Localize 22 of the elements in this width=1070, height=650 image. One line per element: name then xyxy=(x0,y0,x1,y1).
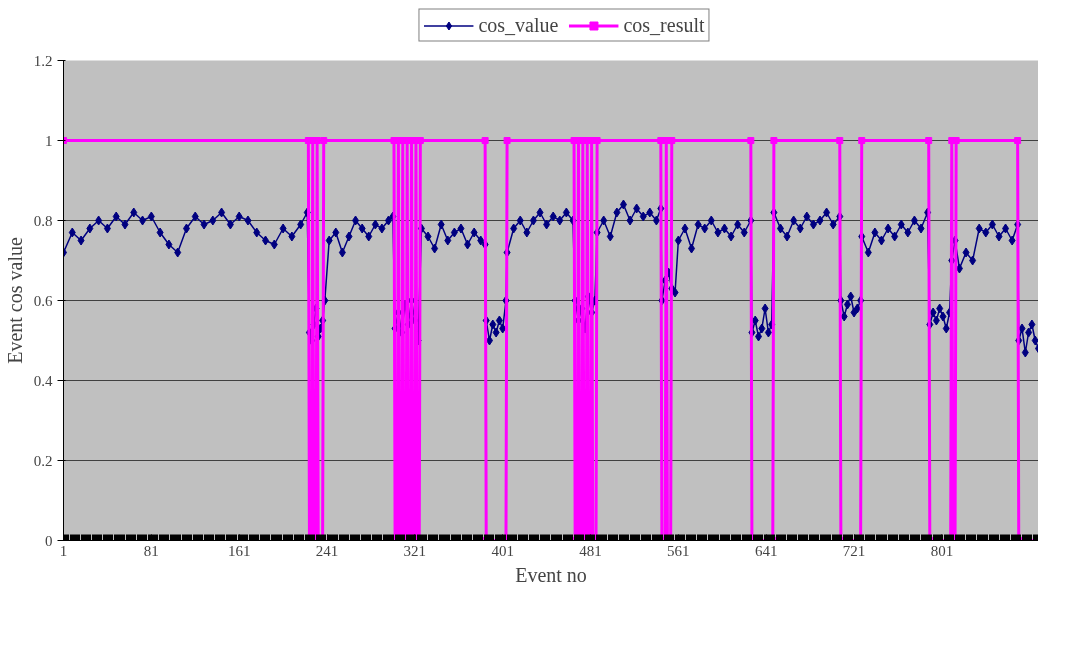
x-tick-label: 401 xyxy=(491,542,514,559)
x-tick-label: 561 xyxy=(667,542,690,559)
x-tick-label: 161 xyxy=(227,542,251,559)
y-tick-label: 0.2 xyxy=(33,452,53,469)
y-axis-title: Event cos value xyxy=(3,237,26,364)
y-tick-label: 0.4 xyxy=(33,372,53,389)
x-tick-label: 241 xyxy=(315,542,339,559)
y-tick-label: 0.6 xyxy=(33,292,53,309)
y-tick-label: 0 xyxy=(45,532,53,549)
y-tick-label: 1.2 xyxy=(33,52,53,69)
legend-label: cos_value xyxy=(478,13,559,37)
y-tick-label: 1 xyxy=(45,132,53,149)
x-tick-label: 641 xyxy=(754,542,778,559)
x-tick-label: 721 xyxy=(842,542,866,559)
x-tick-label: 81 xyxy=(143,542,159,559)
x-tick-label: 801 xyxy=(930,542,954,559)
x-tick-label: 481 xyxy=(579,542,602,559)
y-tick-label: 0.8 xyxy=(33,212,53,229)
x-tick-label: 321 xyxy=(403,542,427,559)
legend-label: cos_result xyxy=(623,13,705,37)
x-tick-label: 1 xyxy=(59,542,68,559)
x-axis-title: Event no xyxy=(515,563,587,586)
